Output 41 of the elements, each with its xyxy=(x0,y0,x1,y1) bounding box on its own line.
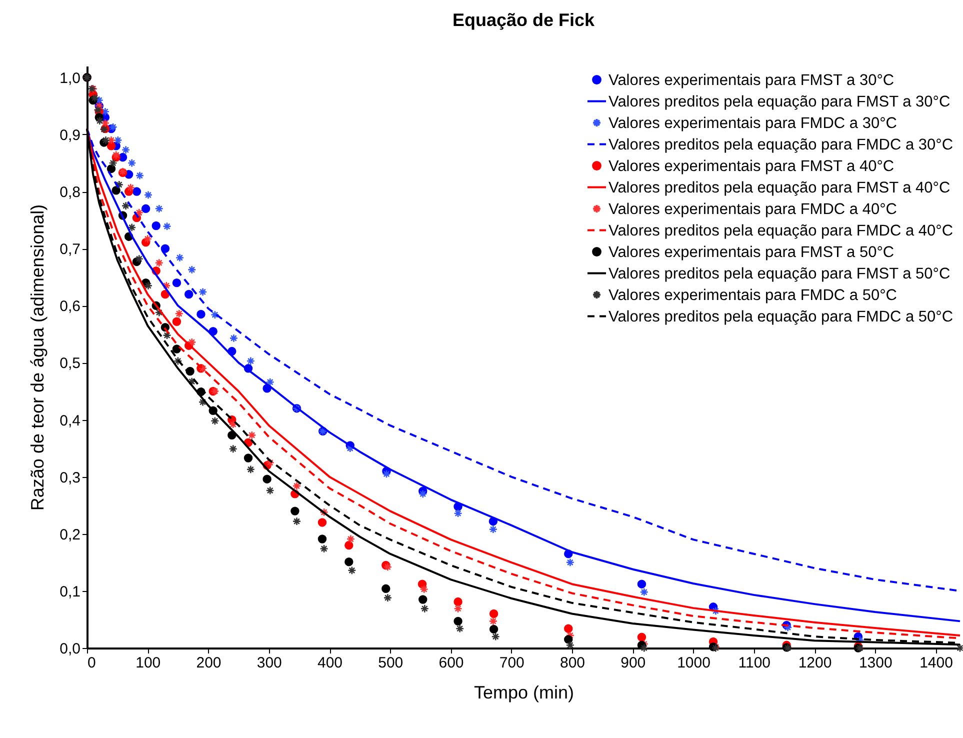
x-tick-label: 100 xyxy=(136,654,161,672)
y-tick-label: 0,6 xyxy=(60,298,80,316)
y-tick-label: 0,3 xyxy=(60,469,80,486)
legend-label: Valores experimentais para FMDC a 50°C xyxy=(608,286,897,304)
legend-label: Valores preditos pela equação para FMST a 50°C xyxy=(608,265,950,282)
y-tick-label: 0,4 xyxy=(60,412,80,430)
legend-label: Valores preditos pela equação para FMST a 30°C xyxy=(608,93,950,110)
x-tick-label: 0 xyxy=(88,654,96,672)
legend-label: Valores preditos pela equação para FMDC a 30°C xyxy=(608,136,954,154)
x-tick-label: 200 xyxy=(196,654,222,672)
x-tick-label: 800 xyxy=(560,654,586,672)
x-tick-label: 1300 xyxy=(858,654,892,672)
y-tick-label: 1,0 xyxy=(60,70,80,87)
y-tick-label: 0,0 xyxy=(60,640,80,658)
y-tick-label: 0,9 xyxy=(60,126,80,144)
legend-label: Valores experimentais para FMST a 40°C xyxy=(608,158,894,175)
x-tick-label: 1100 xyxy=(738,654,771,672)
legend-label: Valores preditos pela equação para FMDC a 40°C xyxy=(608,222,954,240)
x-axis-title: Tempo (min) xyxy=(474,682,574,702)
x-tick-label: 300 xyxy=(256,654,282,672)
x-tick-label: 1200 xyxy=(798,654,832,672)
legend-label: Valores experimentais para FMST a 50°C xyxy=(608,244,894,261)
y-tick-label: 0,5 xyxy=(60,355,80,372)
x-tick-label: 900 xyxy=(620,654,646,672)
x-tick-label: 1000 xyxy=(677,654,710,672)
y-tick-label: 0,2 xyxy=(60,526,80,544)
legend-label: Valores experimentais para FMDC a 40°C xyxy=(608,200,897,218)
legend-label: Valores experimentais para FMST a 30°C xyxy=(608,72,894,89)
y-tick-label: 0,1 xyxy=(60,583,80,600)
x-tick-label: 600 xyxy=(438,654,464,672)
x-tick-label: 400 xyxy=(317,654,343,672)
y-tick-label: 0,7 xyxy=(60,241,80,258)
x-tick-label: 700 xyxy=(499,654,524,672)
legend-label: Valores preditos pela equação para FMST a 40°C xyxy=(608,179,950,196)
chart-title: Equação de Fick xyxy=(452,10,596,30)
y-tick-label: 0,8 xyxy=(60,184,80,202)
x-tick-label: 1400 xyxy=(920,654,953,672)
legend-label: Valores experimentais para FMDC a 30°C xyxy=(608,114,897,132)
x-tick-label: 500 xyxy=(378,654,404,672)
legend-label: Valores preditos pela equação para FMDC a 50°C xyxy=(608,308,954,326)
y-axis-title: Razão de teor de água (adimensional) xyxy=(28,204,48,511)
